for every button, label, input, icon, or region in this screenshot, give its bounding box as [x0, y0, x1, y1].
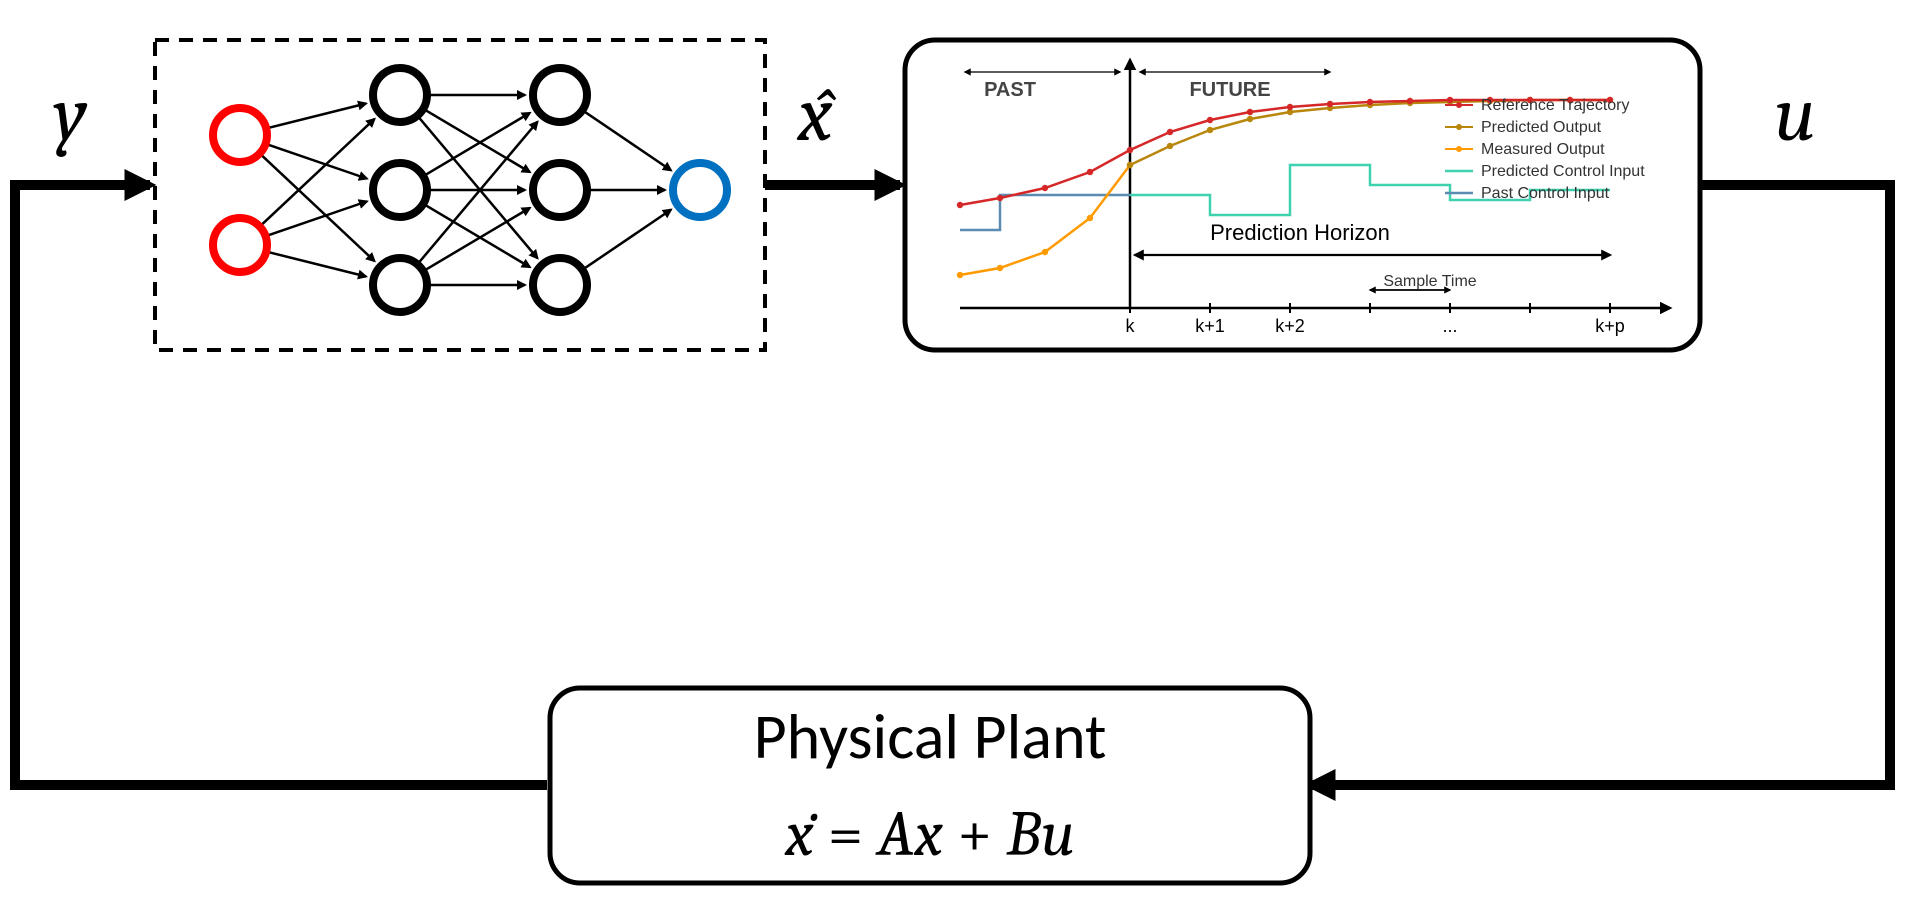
mpc-xtick-label: k+1 [1195, 316, 1225, 336]
nn-node [533, 258, 587, 312]
nn-edge [268, 103, 366, 127]
mpc-xtick-label: ... [1442, 316, 1457, 336]
plant-equation: ẋ = Ax + Bu [784, 797, 1075, 871]
nn-node [213, 108, 267, 162]
nn-node [673, 163, 727, 217]
nn-node [533, 163, 587, 217]
nn-node [213, 218, 267, 272]
nn-node [373, 163, 427, 217]
plant-title: Physical Plant [754, 698, 1107, 776]
legend-item: Predicted Control Input [1481, 163, 1645, 180]
label-future: FUTURE [1189, 79, 1270, 101]
legend-item: Reference Trajectory [1481, 97, 1630, 114]
label-prediction-horizon: Prediction Horizon [1210, 220, 1390, 245]
signal-xhat: x̂ [797, 70, 837, 160]
legend-item: Measured Output [1481, 141, 1605, 158]
nn-edge [425, 110, 530, 172]
nn-edge [268, 252, 366, 276]
signal-u: u [1774, 70, 1815, 160]
label-sample-time: Sample Time [1383, 273, 1476, 290]
nn-node [373, 68, 427, 122]
mpc-xtick-label: k+2 [1275, 316, 1305, 336]
legend-item: Past Control Input [1481, 185, 1610, 202]
nn-edge [584, 111, 671, 170]
nn-node [373, 258, 427, 312]
mpc-xtick-label: k [1126, 316, 1136, 336]
nn-edge [425, 208, 530, 270]
legend-item: Predicted Output [1481, 119, 1602, 136]
label-past: PAST [984, 79, 1036, 101]
signal-y: y [53, 70, 88, 160]
nn-node [533, 68, 587, 122]
mpc-xtick-label: k+p [1595, 316, 1625, 336]
nn-edge [584, 210, 671, 269]
